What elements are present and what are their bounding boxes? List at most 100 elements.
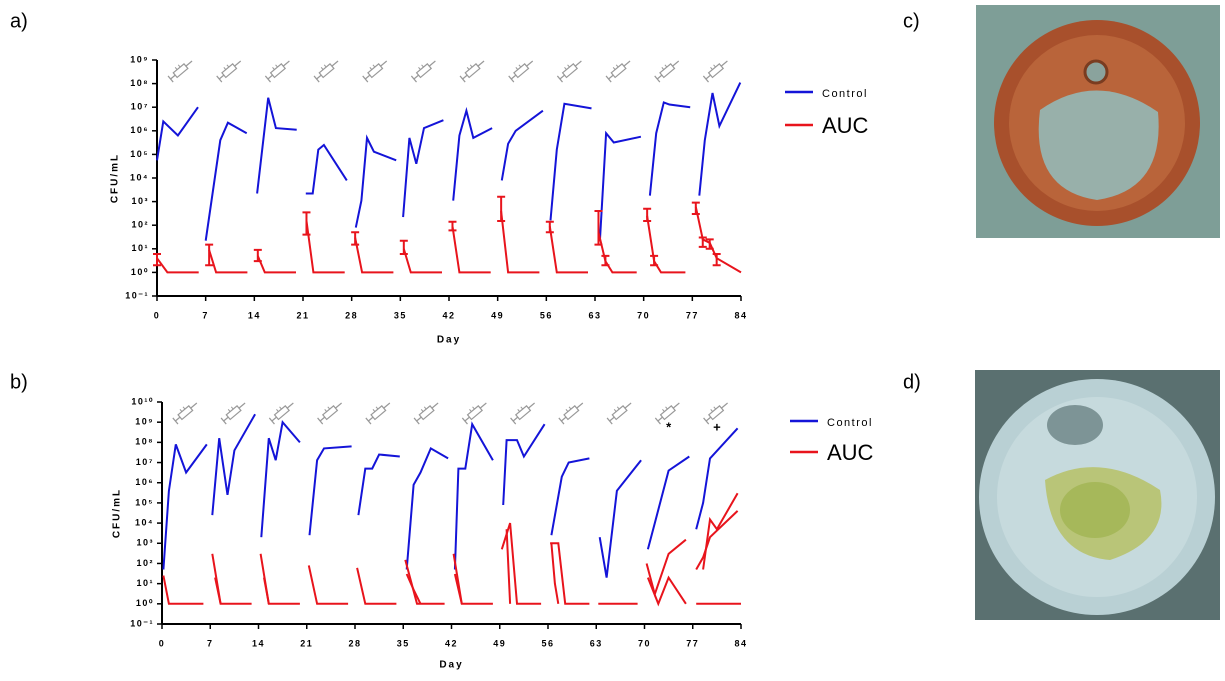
series-line <box>256 97 297 194</box>
syringe-plunger <box>705 74 711 80</box>
syringe-needle <box>477 60 485 67</box>
syringe-handle <box>606 417 613 425</box>
syringe-needle <box>190 402 198 409</box>
syringe-handle <box>654 75 661 83</box>
error-bar <box>698 236 707 248</box>
syringe-icon <box>461 402 487 425</box>
photo-d <box>975 370 1220 620</box>
error-bar <box>650 254 659 267</box>
syringe-needle <box>428 60 436 67</box>
syringe-handle <box>365 417 372 425</box>
y-tick-label: 10⁶ <box>130 125 149 135</box>
syringe-needle <box>672 402 680 409</box>
series-line <box>354 237 394 274</box>
error-bar <box>643 207 652 223</box>
syringe-handle <box>410 75 417 83</box>
error-bar <box>594 209 603 246</box>
series-line <box>695 510 739 570</box>
syringe-needle <box>185 60 193 67</box>
y-tick-label: 10⁴ <box>130 172 149 182</box>
y-tick-label: 10¹ <box>136 578 154 588</box>
syringe-plunger <box>657 416 663 422</box>
syringe-mark <box>372 409 376 412</box>
syringe-needle <box>576 402 584 409</box>
series-line <box>405 446 449 570</box>
x-axis-title: Day <box>439 660 463 671</box>
syringe-mark <box>182 406 186 410</box>
syringe-mark <box>469 409 472 412</box>
syringe-body <box>221 62 238 79</box>
syringe-body <box>370 404 387 421</box>
syringe-body <box>415 62 433 79</box>
syringe-needle <box>431 402 439 409</box>
syringe-mark <box>564 67 567 70</box>
syringe-icon <box>556 60 582 83</box>
syringe-body <box>177 404 194 421</box>
syringe-icon <box>459 60 485 83</box>
syringe-mark <box>612 67 616 70</box>
syringe-handle <box>220 417 227 425</box>
syringe-body <box>707 62 725 79</box>
x-tick-label: 21 <box>296 310 309 320</box>
x-tick-label: 84 <box>734 310 747 320</box>
syringe-plunger <box>170 74 176 80</box>
syringe-plunger <box>462 74 468 80</box>
syringe-mark <box>713 406 717 410</box>
syringe-needle <box>234 60 242 67</box>
syringe-handle <box>216 75 223 83</box>
x-tick-label: 28 <box>345 310 358 320</box>
syringe-mark <box>223 67 227 70</box>
series-line <box>702 492 739 570</box>
syringe-needle <box>286 402 294 409</box>
syringe-icon <box>362 60 388 83</box>
syringe-body <box>318 62 335 79</box>
syringe-needle <box>331 60 339 67</box>
syringe-body <box>611 404 628 421</box>
syringe-handle <box>413 417 420 425</box>
series-line <box>263 577 270 604</box>
series-line <box>646 215 686 274</box>
syringe-mark <box>279 406 282 410</box>
syringe-body <box>610 62 627 79</box>
series-line <box>452 106 493 201</box>
series-line <box>305 143 348 195</box>
series-line <box>500 109 544 181</box>
series-line <box>357 453 400 516</box>
panel-label: b) <box>10 371 28 393</box>
error-bar <box>712 253 721 267</box>
syringe-mark <box>227 409 231 412</box>
y-tick-label: 10¹⁰ <box>131 396 154 406</box>
syringe-needle <box>238 402 246 409</box>
x-tick-label: 63 <box>588 310 601 320</box>
syringe-needle <box>282 60 290 67</box>
series-line <box>645 538 687 598</box>
x-tick-label: 56 <box>541 638 554 648</box>
syringe-icon <box>558 402 584 425</box>
y-tick-label: 10⁵ <box>135 497 154 507</box>
error-bar <box>399 239 408 256</box>
syringe-mark <box>520 406 524 410</box>
panel-label: a) <box>10 10 28 32</box>
y-tick-label: 10² <box>136 558 154 568</box>
series-line <box>405 573 422 605</box>
syringe-icon <box>264 60 290 83</box>
series-line <box>453 421 494 570</box>
x-tick-label: 14 <box>248 310 261 320</box>
syringe-mark <box>567 64 570 68</box>
x-tick-label: 77 <box>686 638 699 648</box>
series-line <box>598 459 642 578</box>
syringe-body <box>269 62 287 79</box>
x-tick-label: 77 <box>686 310 699 320</box>
syringe-mark <box>469 64 473 68</box>
syringe-icon <box>703 402 728 425</box>
series-line <box>307 565 349 605</box>
syringe-icon <box>510 402 535 425</box>
syringe-needle <box>383 402 391 409</box>
syringe-needle <box>335 402 342 409</box>
series-line <box>500 210 540 274</box>
syringe-icon <box>702 60 728 83</box>
error-bar <box>448 220 457 232</box>
y-axis-title: CFU/mL <box>110 153 121 203</box>
x-tick-label: 70 <box>638 638 651 648</box>
syringe-handle <box>605 75 612 83</box>
